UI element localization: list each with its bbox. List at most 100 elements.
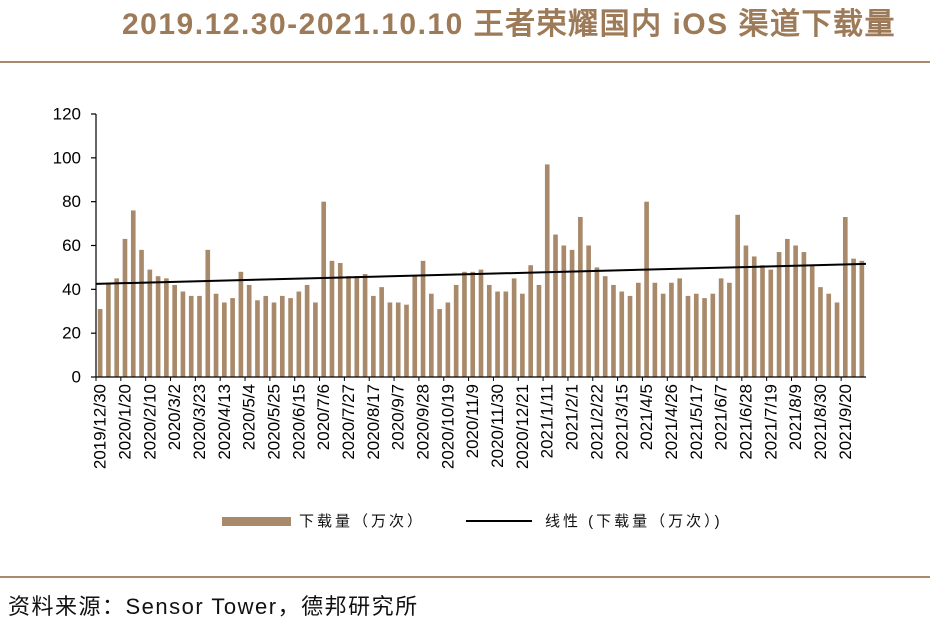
download-bar xyxy=(793,245,798,377)
download-bar xyxy=(429,293,434,377)
download-bar xyxy=(660,293,666,377)
download-bar xyxy=(420,260,426,377)
download-bar xyxy=(230,298,235,377)
download-bar xyxy=(495,291,500,377)
download-bar xyxy=(635,282,641,377)
download-bar xyxy=(155,276,161,377)
download-bar xyxy=(313,302,318,377)
download-bar xyxy=(751,256,757,377)
source-note: 资料来源：Sensor Tower，德邦研究所 xyxy=(8,594,419,619)
download-bar xyxy=(354,276,360,377)
download-bar xyxy=(718,278,724,378)
x-tick-label: 2020/7/27 xyxy=(339,384,358,460)
y-tick-label: 0 xyxy=(72,368,81,387)
download-bar xyxy=(470,271,476,377)
y-tick-label: 100 xyxy=(53,148,81,167)
download-bar xyxy=(321,201,327,377)
download-bar xyxy=(652,282,658,377)
x-tick-label: 2021/1/11 xyxy=(538,384,557,458)
x-tick-label: 2020/7/6 xyxy=(314,384,333,450)
x-tick-label: 2020/3/2 xyxy=(165,384,184,450)
download-bar xyxy=(553,234,558,377)
download-bar xyxy=(371,295,376,377)
download-bar xyxy=(404,304,409,377)
x-tick-label: 2021/6/7 xyxy=(712,384,731,450)
trend-line xyxy=(95,262,867,285)
y-tick-label: 120 xyxy=(53,105,81,124)
download-bar xyxy=(337,263,343,377)
download-bar xyxy=(727,282,732,377)
download-bar xyxy=(271,302,277,377)
download-bar xyxy=(785,238,790,377)
download-bar xyxy=(263,295,269,377)
download-bar xyxy=(387,302,393,377)
x-tick-label: 2021/4/5 xyxy=(637,384,656,450)
download-bar xyxy=(205,249,211,377)
download-bar xyxy=(776,252,782,377)
download-bar xyxy=(288,298,293,377)
download-bar xyxy=(172,284,177,377)
download-bar xyxy=(594,267,600,377)
download-bar xyxy=(246,284,252,377)
download-bar xyxy=(520,293,525,377)
download-bar xyxy=(222,302,227,377)
download-bar xyxy=(197,295,202,377)
download-bar xyxy=(611,284,616,377)
download-bar xyxy=(503,291,509,377)
title-divider xyxy=(0,61,930,63)
download-bar xyxy=(238,271,244,377)
download-bar xyxy=(255,300,260,377)
download-bar xyxy=(602,276,608,377)
download-bar xyxy=(114,278,120,378)
download-bar xyxy=(511,278,517,378)
legend-trend-line-swatch xyxy=(466,520,532,522)
download-bar xyxy=(304,284,310,377)
x-tick-label: 2021/2/22 xyxy=(587,384,606,460)
x-tick-label: 2020/4/13 xyxy=(215,384,234,460)
download-bar xyxy=(677,278,683,378)
x-tick-label: 2020/10/19 xyxy=(438,384,457,469)
x-tick-label: 2020/5/4 xyxy=(240,384,259,450)
download-bar xyxy=(188,295,194,377)
download-bar xyxy=(851,258,856,377)
legend-label-trend: 线性 (下载量（万次）) xyxy=(545,513,723,530)
download-bar xyxy=(842,217,848,377)
download-bar xyxy=(826,293,832,377)
y-tick-label: 20 xyxy=(62,324,81,343)
download-bar xyxy=(462,271,467,377)
download-bar xyxy=(329,260,335,377)
download-bar xyxy=(213,293,219,377)
download-bar xyxy=(743,245,749,377)
download-bar xyxy=(180,291,186,377)
download-bar xyxy=(834,302,840,377)
download-bar xyxy=(586,245,591,377)
download-bar xyxy=(702,298,707,377)
chart-title: 2019.12.30-2021.10.10 王者荣耀国内 iOS 渠道下载量 xyxy=(122,8,896,41)
x-tick-label: 2021/7/19 xyxy=(761,384,780,460)
download-bar xyxy=(528,265,533,377)
download-bar xyxy=(296,291,302,377)
source-divider xyxy=(0,576,930,578)
download-bar xyxy=(106,282,111,377)
x-tick-label: 2021/8/30 xyxy=(811,384,830,460)
x-tick-label: 2020/12/21 xyxy=(513,384,532,469)
download-bar xyxy=(130,210,136,377)
bar-series xyxy=(97,164,865,378)
download-bar xyxy=(768,269,774,377)
x-tick-label: 2021/5/17 xyxy=(687,384,706,460)
download-bar xyxy=(809,265,815,377)
download-bar xyxy=(644,201,649,377)
download-bar xyxy=(379,287,384,377)
x-tick-label: 2020/6/15 xyxy=(289,384,308,460)
x-tick-label: 2021/2/1 xyxy=(563,384,582,450)
download-bar xyxy=(619,291,625,377)
download-bar xyxy=(147,269,153,377)
download-bar xyxy=(122,238,128,377)
y-tick-label: 60 xyxy=(62,236,81,255)
x-tick-label: 2021/3/15 xyxy=(612,384,631,460)
x-tick-label: 2020/8/17 xyxy=(364,384,383,460)
x-tick-label: 2020/5/25 xyxy=(265,384,284,460)
download-bar xyxy=(362,273,368,377)
x-tick-label: 2020/11/30 xyxy=(488,384,507,468)
